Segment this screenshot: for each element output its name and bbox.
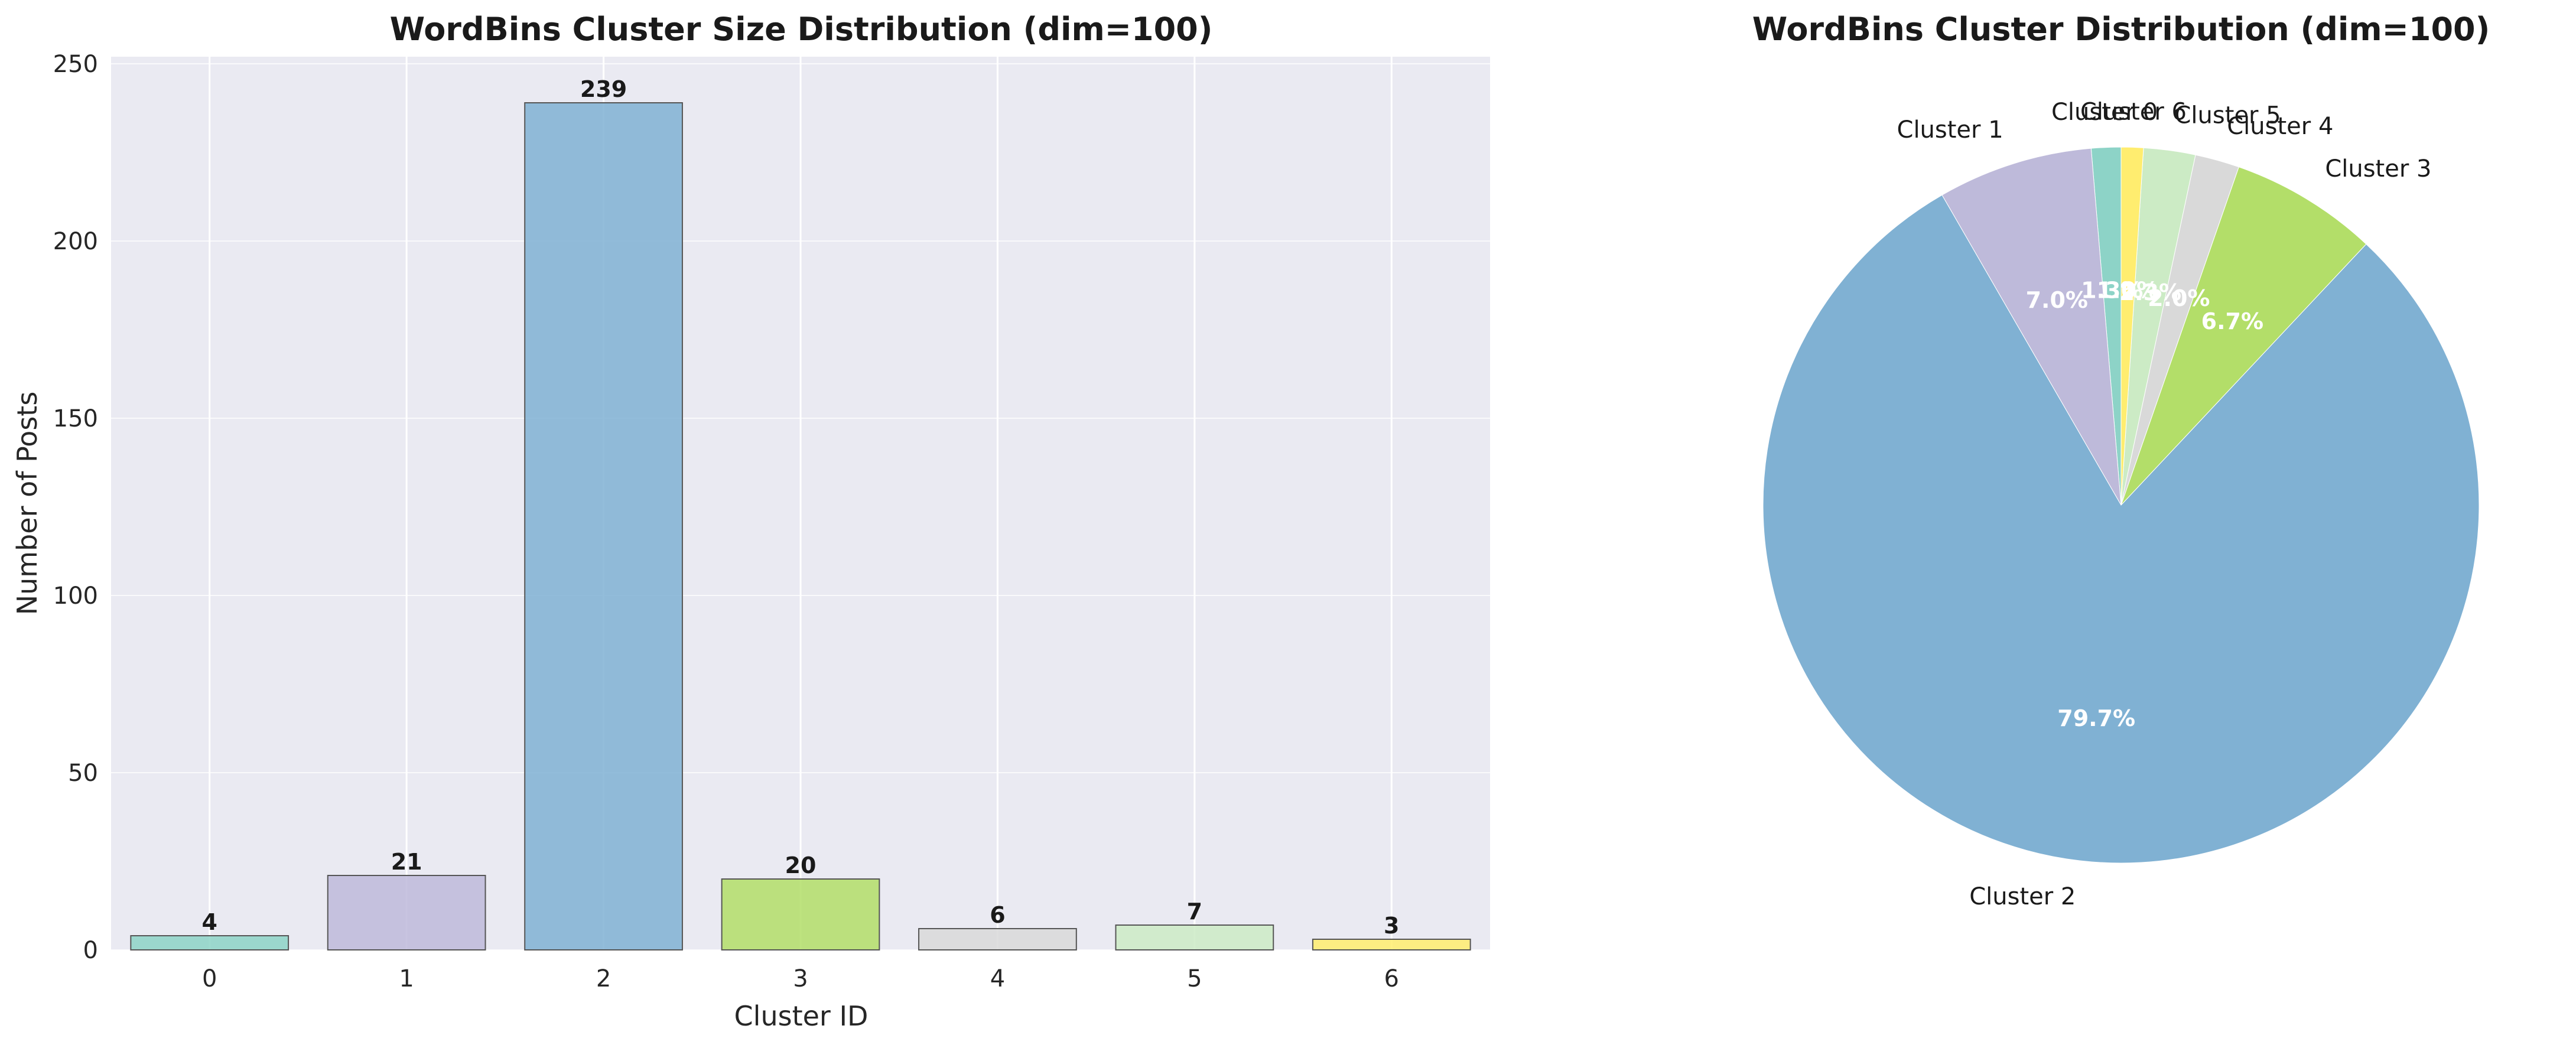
pie-slices [1762,147,2480,864]
pie-chart: WordBins Cluster Distribution (dim=100) … [1752,11,2490,910]
x-axis-label: Cluster ID [734,1000,869,1032]
y-tick-label: 50 [68,760,98,787]
pie-slice-label: Cluster 5 [2174,102,2281,129]
bar-cluster-3 [721,878,880,950]
pie-percent-label: 1.3% [2081,278,2143,304]
bar-chart: WordBins Cluster Size Distribution (dim=… [11,11,1490,1032]
pie-percent-label: 79.7% [2057,705,2135,731]
bar-cluster-0 [130,935,290,950]
pie-slice-cluster-3 [2120,167,2367,506]
y-tick-labels: 0 50 100 150 200 250 [53,51,98,964]
pie-slice-cluster-6 [2120,147,2144,506]
pie-percent-label: 6.7% [2201,308,2263,334]
x-tick-label: 2 [596,965,611,992]
x-tick-label: 3 [793,965,808,992]
x-tick-labels: 0 1 2 3 4 5 6 [202,965,1399,992]
bars [130,102,1471,950]
y-axis-label: Number of Posts [11,392,43,616]
bar-value-labels: 4 21 239 20 6 7 3 [201,76,1399,939]
bar-cluster-6 [1312,939,1471,950]
pie-percent-label: 2.3% [2119,279,2181,305]
bar-value-label: 6 [990,902,1005,928]
pie-chart-title: WordBins Cluster Distribution (dim=100) [1752,11,2490,48]
x-tick-label: 6 [1384,965,1399,992]
pie-slice-label: Cluster 6 [2080,99,2187,126]
pie-slice-cluster-2 [1762,194,2480,864]
bar-value-label: 239 [580,76,627,102]
x-tick-label: 0 [202,965,217,992]
y-tick-label: 150 [53,405,98,432]
bar-cluster-1 [327,875,486,950]
bar-value-label: 7 [1187,898,1202,924]
pie-slice-label: Cluster 2 [1969,883,2076,910]
pie-slice-label: Cluster 4 [2227,113,2333,140]
y-tick-label: 250 [53,51,98,78]
pie-slice-label: Cluster 3 [2325,155,2431,183]
pie-slice-label: Cluster 1 [1897,116,2003,144]
pie-percent-label: 1.0% [2097,278,2159,304]
bar-value-label: 20 [785,852,817,878]
pie-percent-label: 7.0% [2026,287,2088,313]
bar-value-label: 21 [391,849,422,875]
bar-cluster-5 [1115,924,1274,950]
pie-outer-labels: Cluster 0 Cluster 1 Cluster 2 Cluster 3 Clus… [1897,99,2432,910]
pie-percent-label: 2.0% [2148,285,2210,311]
bar-cluster-4 [918,928,1077,950]
x-tick-label: 4 [990,965,1005,992]
pie-slice-label: Cluster 0 [2051,99,2158,126]
bar-chart-title: WordBins Cluster Size Distribution (dim=… [390,11,1213,48]
bar-value-label: 4 [201,909,217,935]
pie-percent-labels: 1.3%7.0% 79.7% 6.7%2.0%2.3%1.0% [2026,278,2263,732]
x-tick-label: 5 [1187,965,1202,992]
y-tick-label: 200 [53,228,98,255]
pie-slice-cluster-1 [1941,148,2122,506]
x-tick-label: 1 [399,965,414,992]
y-tick-label: 100 [53,582,98,610]
bar-cluster-2 [524,102,683,950]
y-tick-label: 0 [83,937,98,964]
bar-value-label: 3 [1384,913,1399,939]
